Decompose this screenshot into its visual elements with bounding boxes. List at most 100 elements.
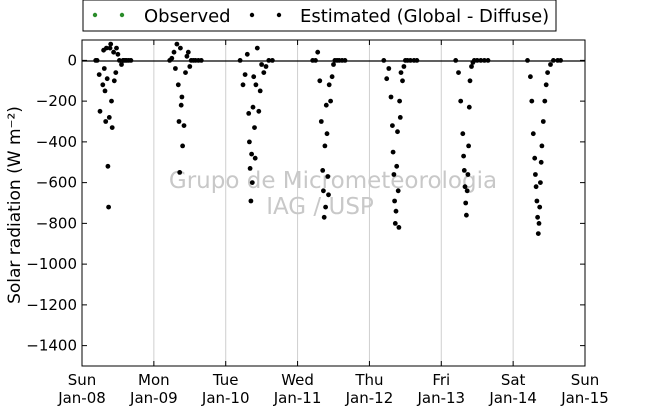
data-point xyxy=(320,168,326,173)
data-point xyxy=(256,108,262,114)
legend-observed-marker xyxy=(92,12,98,18)
data-point xyxy=(390,149,396,155)
data-point xyxy=(117,58,122,63)
data-point xyxy=(535,231,541,237)
watermark-line-2: IAG / USP xyxy=(266,194,374,220)
data-point xyxy=(536,221,542,226)
data-point xyxy=(533,184,539,190)
x-tick-label: Jan-08 xyxy=(57,389,106,407)
data-point xyxy=(178,45,183,51)
data-point xyxy=(551,58,556,63)
data-point xyxy=(318,119,324,124)
y-tick-label: −800 xyxy=(36,214,77,232)
data-point xyxy=(106,204,111,210)
data-point xyxy=(390,123,395,128)
y-axis: 0 −200 −400 −600 −800 −1000 −1200 −1400 xyxy=(26,51,585,355)
x-tick-label: Jan-13 xyxy=(416,389,465,407)
data-point xyxy=(174,41,180,47)
data-point xyxy=(252,125,257,130)
data-point xyxy=(128,58,134,63)
data-point xyxy=(184,53,190,59)
data-point xyxy=(325,174,331,179)
data-point xyxy=(169,55,175,61)
legend-box xyxy=(82,0,557,32)
y-axis-label: Solar radiation (W m⁻²) xyxy=(5,106,25,304)
data-point xyxy=(250,104,256,110)
x-tick-label: Mon xyxy=(138,371,170,389)
data-point xyxy=(246,111,252,116)
data-point xyxy=(109,98,114,104)
x-axis: SunJan-08MonJan-09TueJan-10WedJan-11ThuJ… xyxy=(57,40,609,407)
data-point xyxy=(179,94,185,100)
data-point xyxy=(381,58,387,63)
x-tick-label: Sun xyxy=(571,371,600,389)
y-tick-label: −600 xyxy=(36,174,77,192)
data-point xyxy=(456,70,461,75)
data-point xyxy=(329,74,335,80)
x-tick-label: Jan-10 xyxy=(201,389,250,407)
data-point xyxy=(386,66,392,71)
data-point xyxy=(111,78,117,84)
data-point xyxy=(460,131,466,137)
data-point xyxy=(270,58,275,63)
data-point xyxy=(247,166,253,171)
data-point xyxy=(535,214,540,220)
x-tick-label: Sun xyxy=(68,371,97,389)
data-point xyxy=(534,198,540,204)
data-point xyxy=(109,125,115,130)
data-point xyxy=(485,58,491,63)
x-tick-label: Jan-11 xyxy=(273,389,322,407)
data-point xyxy=(388,94,394,100)
x-tick-label: Jan-09 xyxy=(129,389,178,407)
data-point xyxy=(103,119,109,124)
data-point xyxy=(537,204,543,210)
data-point xyxy=(395,188,401,194)
data-point xyxy=(396,225,402,230)
data-point xyxy=(102,88,108,94)
data-point xyxy=(257,88,263,94)
x-tick-label: Jan-15 xyxy=(560,389,609,407)
data-point xyxy=(263,64,269,69)
data-point xyxy=(478,58,484,63)
data-point xyxy=(249,151,255,157)
data-point xyxy=(466,143,471,149)
y-tick-label: −200 xyxy=(36,92,77,110)
x-tick-label: Tue xyxy=(212,371,239,389)
data-point xyxy=(384,76,390,82)
data-point xyxy=(253,82,259,88)
data-point xyxy=(114,45,119,51)
data-point xyxy=(313,58,318,63)
legend-observed-marker xyxy=(119,12,125,18)
data-point xyxy=(464,212,469,218)
data-point xyxy=(104,45,109,51)
data-point xyxy=(242,72,248,77)
data-point xyxy=(397,98,402,104)
x-tick-label: Wed xyxy=(281,371,314,389)
watermark-line-1: Grupo de Micrometeorologia xyxy=(169,168,497,194)
data-point xyxy=(187,64,193,69)
y-tick-label: −400 xyxy=(36,133,77,151)
data-point xyxy=(247,139,252,145)
data-point xyxy=(395,129,400,135)
x-tick-label: Sat xyxy=(501,371,526,389)
data-point xyxy=(530,131,536,137)
data-point xyxy=(400,78,405,84)
data-point xyxy=(266,58,272,63)
data-point xyxy=(97,108,103,114)
data-point xyxy=(328,98,333,104)
data-point xyxy=(177,170,183,175)
data-point xyxy=(393,208,399,214)
data-point xyxy=(108,41,114,47)
data-point xyxy=(104,76,110,82)
data-point xyxy=(248,198,254,204)
data-point xyxy=(96,72,102,77)
legend-observed-label: Observed xyxy=(144,6,231,27)
data-point xyxy=(538,180,543,186)
data-point xyxy=(548,62,553,67)
data-point xyxy=(251,74,257,80)
data-point xyxy=(462,184,468,190)
data-point xyxy=(119,62,124,67)
data-point xyxy=(458,98,464,104)
data-point xyxy=(323,204,328,210)
data-point xyxy=(178,102,184,108)
